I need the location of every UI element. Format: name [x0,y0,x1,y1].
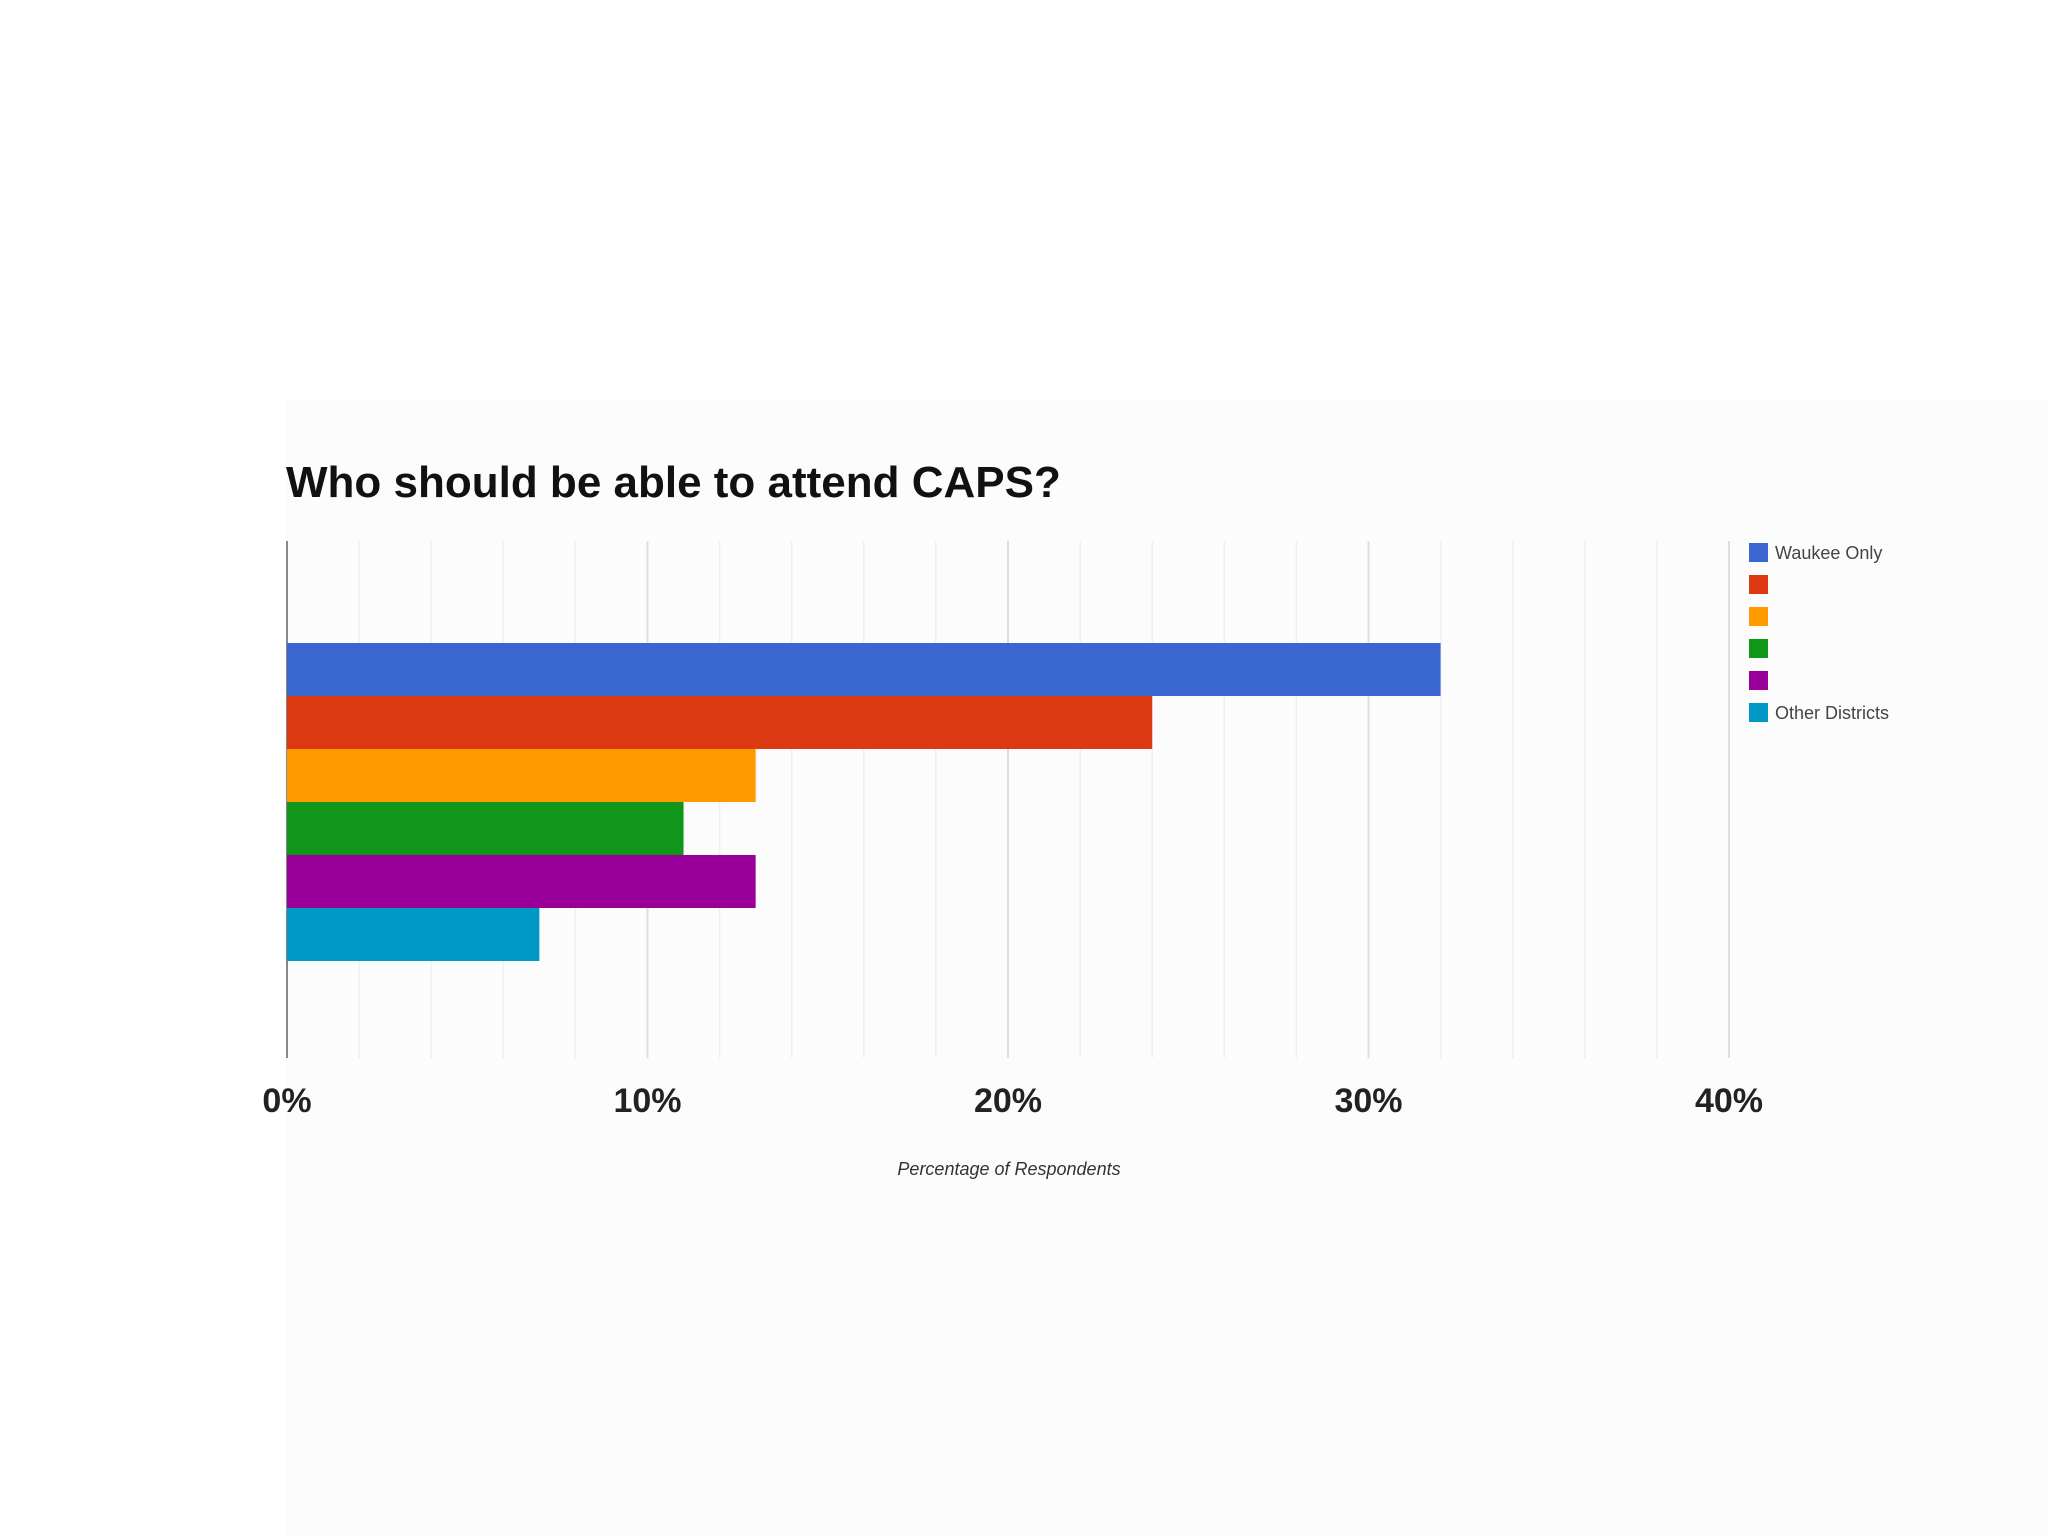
x-tick-label: 30% [1334,1082,1402,1120]
bar-4[interactable] [287,802,684,855]
bar-5[interactable] [287,855,756,908]
chart-title: Who should be able to attend CAPS? [286,458,1061,507]
x-tick-label: 10% [613,1082,681,1120]
legend-label: Waukee Only [1775,543,1882,563]
x-tick-label: 20% [974,1082,1042,1120]
x-tick-label: 0% [262,1082,311,1120]
bar-1[interactable] [287,643,1441,696]
x-axis-title: Percentage of Respondents [897,1159,1120,1179]
legend-label: Other Districts [1775,703,1889,723]
legend: Waukee Only Other Districts [1749,543,1889,723]
legend-swatch [1749,543,1768,562]
bar-3[interactable] [287,749,756,802]
gridlines [358,541,1730,1058]
legend-swatch [1749,575,1768,594]
bar-2[interactable] [287,696,1153,749]
x-tick-label: 40% [1695,1082,1763,1120]
legend-swatch [1749,703,1768,722]
bar-6[interactable] [287,908,540,961]
legend-swatch [1749,607,1768,626]
bars [287,643,1441,961]
x-axis-ticks: 0% 10% 20% 30% 40% [262,1082,1763,1120]
legend-swatch [1749,671,1768,690]
legend-swatch [1749,639,1768,658]
